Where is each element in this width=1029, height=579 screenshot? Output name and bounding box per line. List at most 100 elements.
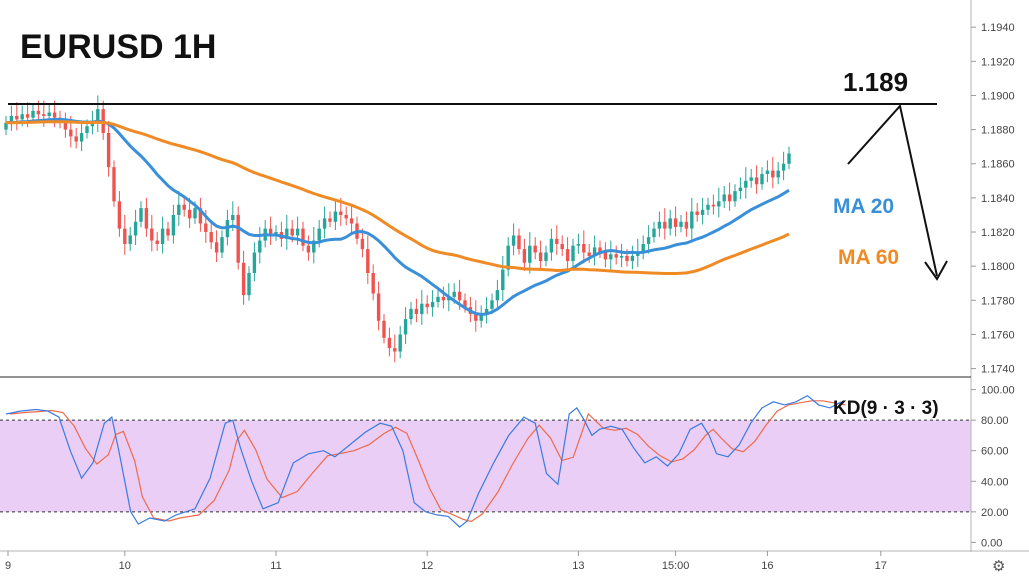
price-tick-label: 1.1900 (981, 90, 1015, 102)
candle-body (344, 214, 348, 219)
candle-body (582, 243, 586, 253)
candle-body (268, 228, 273, 236)
candle-body (187, 209, 192, 219)
candle-body (366, 249, 370, 273)
time-tick-label: 10 (119, 560, 131, 572)
candle-body (96, 109, 100, 122)
candle-body (182, 204, 186, 210)
candle-body (117, 201, 122, 229)
time-tick-label: 17 (875, 560, 887, 572)
level-label: 1.189 (843, 67, 908, 97)
candle-body (387, 337, 392, 349)
candle-body (592, 247, 597, 256)
kd-tick-label: 60.00 (981, 446, 1009, 458)
candle-body (722, 194, 726, 202)
candle-body (420, 303, 424, 314)
candle-body (166, 228, 170, 236)
candle-body (749, 177, 753, 181)
chart-title: EURUSD 1H (20, 28, 216, 66)
candle-body (727, 194, 732, 202)
candle-body (625, 255, 629, 262)
candle-body (744, 180, 748, 188)
candle-body (738, 187, 743, 192)
candle-body (295, 228, 300, 236)
candle-body (15, 115, 19, 120)
candle-body (209, 232, 213, 243)
candle-body (31, 110, 35, 118)
candle-body (501, 269, 505, 291)
candle-body (457, 291, 462, 301)
candle-body (598, 247, 602, 253)
candle-body (312, 240, 316, 253)
candle-body (85, 126, 89, 134)
time-tick-label: 15:00 (662, 560, 690, 572)
candle-body (376, 293, 381, 321)
candle-body (393, 348, 397, 352)
candle-body (641, 243, 645, 253)
candle-body (79, 133, 84, 142)
candle-body (679, 221, 683, 227)
candle-body (490, 300, 494, 309)
candle-body (436, 296, 440, 303)
candle-body (668, 218, 672, 229)
candle-body (425, 303, 429, 308)
kd-tick-label: 40.00 (981, 476, 1009, 488)
candle-body (571, 245, 575, 262)
candle-body (619, 255, 624, 258)
candle-body (700, 209, 705, 215)
candle-body (193, 208, 197, 219)
kd-label: KD(9 · 3 · 3) (833, 398, 939, 419)
candle-body (555, 238, 559, 244)
candle-body (452, 291, 456, 297)
candle-body (630, 255, 635, 262)
candle-body (382, 320, 386, 338)
candle-body (695, 211, 699, 215)
candle-body (533, 245, 537, 253)
ma-60-label: MA 60 (838, 246, 899, 269)
candle-body (506, 245, 510, 270)
candle-body (463, 300, 467, 308)
candle-body (42, 114, 46, 116)
price-tick-label: 1.1860 (981, 159, 1015, 171)
kd-tick-label: 100.00 (981, 385, 1015, 397)
candle-body (328, 218, 332, 222)
candle-body (684, 221, 689, 229)
candle-body (754, 177, 759, 185)
candle-body (646, 237, 651, 244)
candle-body (603, 252, 608, 260)
candle-body (241, 262, 246, 296)
candle-body (657, 221, 662, 229)
candle-body (301, 228, 305, 246)
candle-body (495, 290, 500, 301)
candle-body (614, 254, 618, 258)
candle-body (306, 245, 311, 253)
candle-body (403, 319, 408, 335)
candle-body (371, 272, 375, 294)
candle-body (231, 214, 235, 221)
gear-icon[interactable]: ⚙ (992, 557, 1005, 575)
candle-body (128, 235, 132, 244)
candle-body (771, 170, 775, 178)
kd-axis: 100.00 80.00 60.00 40.00 20.00 0.00 (971, 385, 1015, 549)
candle-body (317, 228, 321, 241)
candle-body (517, 235, 521, 250)
time-tick-label: 13 (572, 560, 584, 572)
candle-body (474, 313, 478, 321)
time-tick-label: 12 (421, 560, 433, 572)
price-tick-label: 1.1760 (981, 329, 1015, 341)
candle-body (236, 214, 240, 263)
ma-20-label: MA 20 (833, 195, 894, 218)
candle-body (717, 201, 721, 207)
candle-body (441, 296, 446, 301)
price-tick-label: 1.1880 (981, 125, 1015, 137)
candle-body (733, 191, 737, 202)
candle-body (576, 243, 581, 246)
kd-tick-label: 80.00 (981, 415, 1009, 427)
candle-body (74, 136, 78, 142)
candle-body (690, 211, 694, 229)
candle-body (414, 308, 419, 314)
candle-body (112, 167, 116, 202)
candle-body (322, 218, 327, 229)
price-tick-label: 1.1920 (981, 56, 1015, 68)
